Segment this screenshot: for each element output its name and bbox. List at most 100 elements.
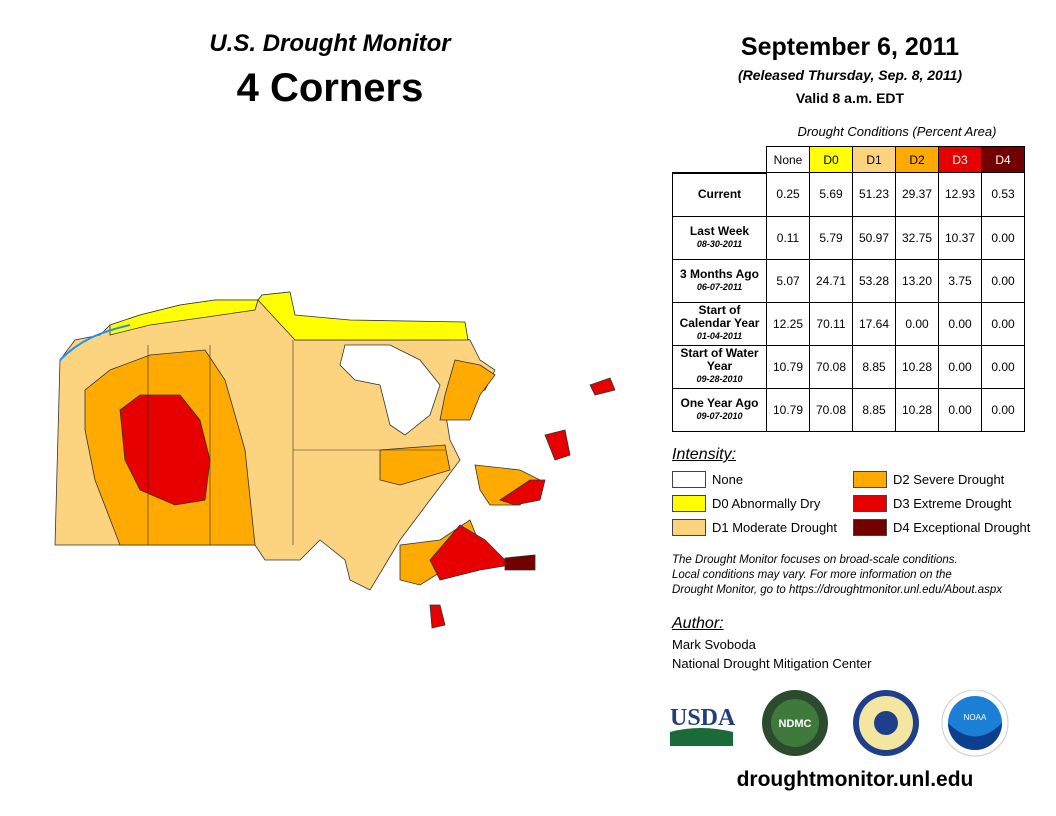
table-caption: Drought Conditions (Percent Area) <box>797 124 997 139</box>
cell-value: 12.93 <box>938 172 982 217</box>
commerce-logo <box>853 690 919 756</box>
cell-value: 5.07 <box>766 258 810 303</box>
cell-value: 0.00 <box>981 387 1025 432</box>
row-date: 08-30-2011 <box>696 238 743 249</box>
region-d3-east-mid <box>499 479 546 506</box>
col-d1: D1 <box>852 146 896 173</box>
row-label-text: Start of Water Year <box>680 346 759 373</box>
legend-label: D0 Abnormally Dry <box>712 496 821 511</box>
release-date: (Released Thursday, Sep. 8, 2011) <box>737 67 963 83</box>
col-d4: D4 <box>981 146 1025 173</box>
author-name: Mark Svoboda <box>672 637 756 652</box>
legend-label: D1 Moderate Drought <box>712 520 838 535</box>
cell-value: 12.25 <box>766 301 810 346</box>
region-d3-southeast <box>429 524 511 581</box>
region-d0-north <box>257 291 469 341</box>
row-label-text: Current <box>697 187 742 201</box>
row-date: 09-28-2010 <box>696 374 743 384</box>
cell-value: 0.00 <box>938 344 982 389</box>
legend-swatch <box>672 519 706 536</box>
cell-value: 3.75 <box>938 258 982 303</box>
row-label-text: One Year Ago <box>680 395 759 410</box>
county-boundaries <box>147 340 445 545</box>
cell-value: 10.79 <box>766 344 810 389</box>
row-label: Current <box>672 172 767 217</box>
river <box>59 324 131 361</box>
col-d0: D0 <box>809 146 853 173</box>
table-row: 3 Months Ago 06-07-2011 5.07 24.71 53.28 13.2… <box>672 258 1025 303</box>
legend-swatch <box>853 495 887 512</box>
table-header-row: None D0 D1 D2 D3 D4 <box>672 146 1025 174</box>
drought-map <box>54 291 616 629</box>
cell-value: 8.85 <box>852 344 896 389</box>
row-label: One Year Ago 09-07-2010 <box>672 387 767 432</box>
region-d3-island3 <box>429 604 446 629</box>
table-row: Last Week 08-30-2011 0.11 5.79 50.97 32.75 10.… <box>672 215 1025 260</box>
author-title: Author: <box>672 615 724 632</box>
cell-value: 10.79 <box>766 387 810 432</box>
legend-swatch <box>672 495 706 512</box>
cell-value: 53.28 <box>852 258 896 303</box>
svg-text:NOAA: NOAA <box>964 713 987 722</box>
cell-value: 13.20 <box>895 258 939 303</box>
agency-logos: USDA NDMC NOAA <box>670 690 1009 757</box>
row-label: Last Week 08-30-2011 <box>672 215 767 260</box>
disclaimer-note: The Drought Monitor focuses on broad-sca… <box>672 553 1052 598</box>
svg-text:NDMC: NDMC <box>779 718 812 730</box>
row-label: Start of Water Year 09-28-2010 <box>672 344 767 389</box>
region-d3-west <box>119 394 211 506</box>
cell-value: 70.08 <box>809 387 853 432</box>
table-row: Start of Water Year 09-28-2010 10.79 70.08 8… <box>672 344 1025 389</box>
ndmc-logo: NDMC <box>762 690 828 756</box>
cell-value: 0.53 <box>981 172 1025 217</box>
table-row: Start of Calendar Year 01-04-2011 12.25 70.… <box>672 301 1025 346</box>
cell-value: 0.00 <box>981 258 1025 303</box>
region-none <box>339 344 441 436</box>
region-d2-east <box>379 444 451 486</box>
map-title: U.S. Drought Monitor <box>209 30 451 57</box>
legend-swatch <box>853 519 887 536</box>
legend-label: D2 Severe Drought <box>893 472 1005 487</box>
note-line: Drought Monitor, go to https://droughtmo… <box>672 584 1003 596</box>
region-d2-ne <box>439 359 496 421</box>
region-d0-nw <box>109 299 259 336</box>
cell-value: 0.00 <box>981 215 1025 260</box>
footer-url[interactable]: droughtmonitor.unl.edu <box>736 768 974 791</box>
note-line: Local conditions may vary. For more info… <box>672 569 952 581</box>
cell-value: 51.23 <box>852 172 896 217</box>
cell-value: 5.69 <box>809 172 853 217</box>
legend-item: D2 Severe Drought <box>853 471 1004 488</box>
legend-item: D0 Abnormally Dry <box>672 495 820 512</box>
cell-value: 50.97 <box>852 215 896 260</box>
col-none: None <box>766 146 810 173</box>
drought-conditions-table: None D0 D1 D2 D3 D4 Current 0.25 5.69 51.23… <box>672 146 1025 432</box>
usda-logo: USDA <box>670 705 736 746</box>
legend-swatch <box>853 471 887 488</box>
cell-value: 8.85 <box>852 387 896 432</box>
region-d3-island2 <box>544 429 571 461</box>
note-line: The Drought Monitor focuses on broad-sca… <box>672 554 958 566</box>
cell-value: 5.79 <box>809 215 853 260</box>
row-label: 3 Months Ago 06-07-2011 <box>672 258 767 303</box>
row-label-text: Last Week <box>689 223 750 238</box>
svg-text:USDA: USDA <box>670 705 736 731</box>
legend-label: D3 Extreme Drought <box>893 496 1012 511</box>
cell-value: 0.00 <box>981 301 1025 346</box>
row-date: 09-07-2010 <box>696 410 743 421</box>
cell-value: 0.25 <box>766 172 810 217</box>
cell-value: 0.11 <box>766 215 810 260</box>
cell-value: 10.28 <box>895 344 939 389</box>
cell-value: 32.75 <box>895 215 939 260</box>
region-d3-island1 <box>589 377 616 396</box>
row-date: 01-04-2011 <box>696 331 743 341</box>
row-date: 06-07-2011 <box>696 281 743 292</box>
map-date: September 6, 2011 <box>740 33 960 61</box>
cell-value: 24.71 <box>809 258 853 303</box>
valid-time: Valid 8 a.m. EDT <box>795 90 905 106</box>
legend-label: D4 Exceptional Drought <box>893 520 1031 535</box>
cell-value: 70.11 <box>809 301 853 346</box>
cell-value: 0.00 <box>938 387 982 432</box>
legend-swatch <box>672 471 706 488</box>
row-label: Start of Calendar Year 01-04-2011 <box>672 301 767 346</box>
cell-value: 29.37 <box>895 172 939 217</box>
